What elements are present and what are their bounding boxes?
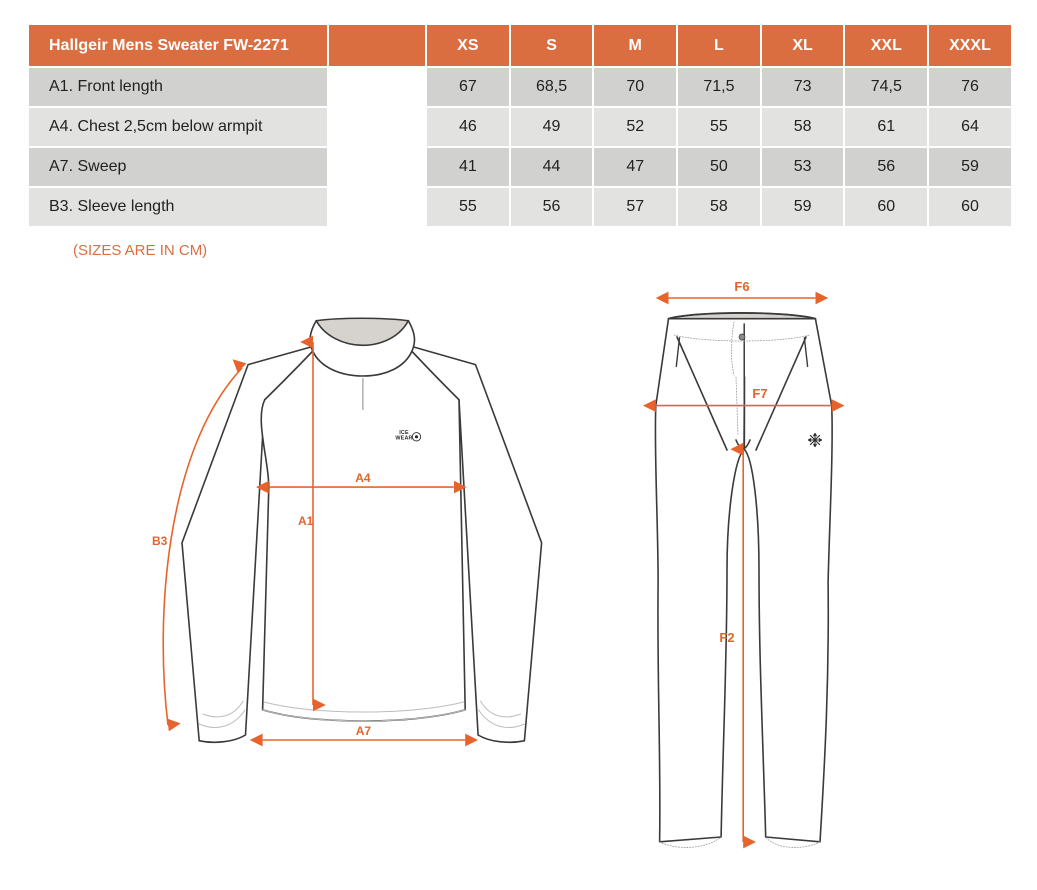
svg-text:B3: B3 — [152, 534, 168, 548]
svg-text:F7: F7 — [752, 386, 767, 401]
svg-text:F2: F2 — [719, 630, 734, 645]
svg-text:F6: F6 — [734, 280, 749, 294]
svg-text:A1: A1 — [298, 514, 314, 528]
svg-text:WEAR: WEAR — [395, 436, 412, 442]
svg-text:A4: A4 — [355, 471, 371, 485]
svg-text:A7: A7 — [356, 724, 372, 738]
